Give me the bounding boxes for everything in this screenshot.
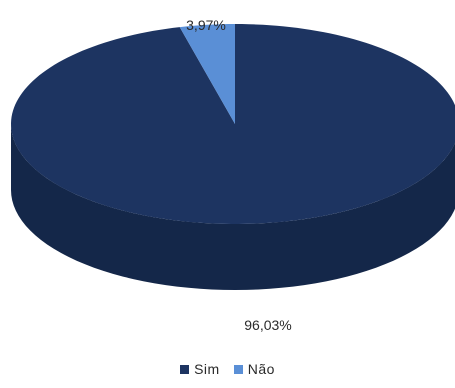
legend: Sim Não (0, 361, 455, 377)
legend-item-sim: Sim (180, 361, 220, 377)
pie-top (11, 24, 455, 224)
legend-swatch-sim (180, 364, 190, 374)
data-label-sim: 96,03% (244, 317, 291, 333)
legend-item-nao: Não (233, 361, 275, 377)
legend-label-sim: Sim (194, 361, 220, 377)
pie-sides (11, 124, 455, 290)
legend-swatch-nao (233, 364, 243, 374)
pie-slice-nao (179, 24, 235, 124)
legend-label-nao: Não (247, 361, 275, 377)
pie-side-sim (11, 124, 455, 290)
pie-slice-sim (11, 24, 455, 224)
data-label-nao: 3,97% (186, 17, 226, 33)
